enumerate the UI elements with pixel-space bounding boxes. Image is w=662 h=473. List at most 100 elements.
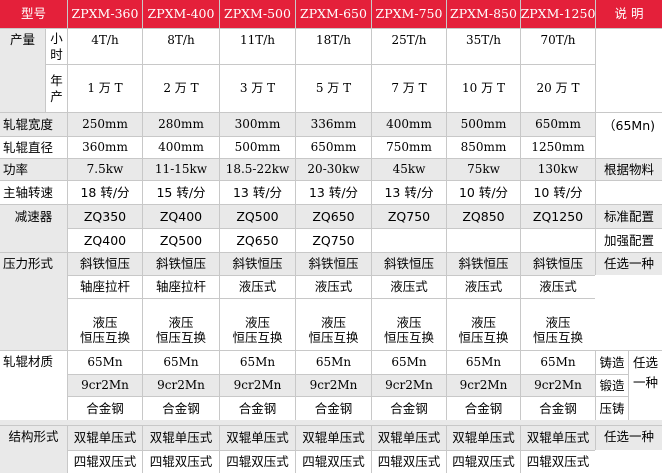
pressure-row3-cell-line: 液压 — [320, 314, 346, 330]
roll-material-row2-cell: 9cr2Mn — [295, 374, 371, 396]
capacity-hourly-cell-text: 25T/h — [391, 33, 427, 47]
capacity-hourly-cell-text: 18T/h — [315, 33, 352, 47]
roll-diameter-cell-text: 500mm — [234, 140, 281, 154]
pressure-row2-cell-text: 轴座拉杆 — [155, 279, 206, 295]
reducer-enhanced-cell: ZQ650 — [219, 228, 295, 252]
structure-row2-cell-text: 四辊双压式 — [73, 454, 137, 470]
capacity-hourly-cell: 11T/h — [219, 28, 295, 64]
row-label-power: 功率 — [0, 158, 67, 180]
row-label-roll-width-text: 轧辊宽度 — [3, 116, 54, 132]
capacity-yearly-cell: 2 万 T — [142, 64, 219, 112]
power-cell: 18.5-22kw — [219, 158, 295, 180]
structure-row2-cell: 四辊双压式 — [142, 450, 219, 473]
pressure-row3-cell-line: 液压 — [92, 314, 118, 330]
structure-row1-cell-text: 双辊单压式 — [302, 430, 365, 446]
reducer-standard-cell-text: ZQ650 — [312, 208, 355, 224]
roll-material-row1-cell-text: 65Mn — [239, 355, 276, 369]
capacity-hour-label-line: 时 — [50, 46, 63, 62]
capacity-yearly-cell: 7 万 T — [371, 64, 446, 112]
reducer-enhanced-note-text: 加强配置 — [603, 232, 654, 248]
pressure-row3-cell-line: 液压 — [396, 314, 422, 330]
roll-width-cell: 336mm — [295, 112, 371, 136]
header-model: ZPXM-500 — [219, 0, 295, 28]
structure-row1-cell-text: 双辊单压式 — [377, 430, 441, 446]
header-model-text: ZPXM-650 — [300, 6, 367, 22]
roll-diameter-cell: 500mm — [219, 136, 295, 158]
capacity-yearly-cell: 1 万 T — [67, 64, 142, 112]
pressure-row1-cell: 斜铁恒压 — [446, 252, 520, 275]
roll-diameter-cell: 750mm — [371, 136, 446, 158]
pressure-row2-cell-text: 液压式 — [539, 279, 577, 295]
pressure-row2-cell: 液压式 — [520, 275, 595, 298]
roll-width-note-text: （65Mn) — [603, 118, 655, 133]
roll-material-row1-cell: 65Mn — [371, 350, 446, 374]
pressure-row2-cell-text: 液压式 — [390, 279, 428, 295]
pressure-row2-cell-text: 液压式 — [314, 279, 353, 295]
capacity-yearly-cell-text: 1 万 T — [87, 81, 123, 95]
roll-material-row3-cell-text: 合金钢 — [464, 400, 503, 416]
row-label-structure: 结构形式 — [0, 425, 67, 473]
pressure-row2-cell-text: 液压式 — [464, 279, 503, 295]
structure-row2-cell: 四辊双压式 — [371, 450, 446, 473]
pressure-row3-cell-line: 恒压互换 — [308, 330, 359, 346]
capacity-hourly-cell-text: 4T/h — [91, 33, 119, 47]
header-model: ZPXM-1250 — [520, 0, 595, 28]
pressure-row1-cell-text: 斜铁恒压 — [532, 256, 583, 272]
roll-material-row2-cell-text: 9cr2Mn — [459, 378, 508, 392]
roll-diameter-cell-text: 360mm — [82, 140, 128, 154]
power-note-text: 根据物料 — [603, 161, 654, 177]
row-label-pressure-text: 压力形式 — [3, 256, 54, 271]
roll-material-row1-cell-text: 65Mn — [391, 355, 427, 369]
pressure-note-text: 任选一种 — [603, 256, 654, 271]
structure-row1-cell-text: 双辊单压式 — [226, 430, 289, 446]
pressure-row3-cell-line: 恒压互换 — [458, 330, 509, 346]
spindle-speed-cell: 13 转/分 — [295, 180, 371, 204]
spindle-speed-cell-text: 15 转/分 — [156, 184, 206, 200]
pressure-row3-cell-line: 恒压互换 — [383, 330, 434, 346]
roll-material-process-2-text: 锻造 — [599, 377, 625, 393]
capacity-hourly-cell-text: 8T/h — [167, 33, 195, 47]
roll-material-row3-cell-text: 合金钢 — [314, 400, 353, 416]
pressure-row1-cell-text: 斜铁恒压 — [79, 256, 130, 272]
pressure-row2-cell: 液压式 — [371, 275, 446, 298]
capacity-year-label-line: 年 — [50, 72, 63, 88]
spindle-speed-cell: 10 转/分 — [520, 180, 595, 204]
roll-material-process-1: 铸造 — [595, 350, 628, 374]
capacity-hourly-cell: 18T/h — [295, 28, 371, 64]
roll-material-process-2: 锻造 — [595, 374, 628, 396]
structure-row2-cell: 四辊双压式 — [520, 450, 595, 473]
pressure-row1-cell: 斜铁恒压 — [219, 252, 295, 275]
power-cell-text: 7.5kw — [86, 162, 124, 176]
roll-diameter-cell-text: 750mm — [386, 140, 432, 154]
pressure-row3-cell: 液压 恒压互换 — [446, 298, 520, 350]
roll-diameter-cell-text: 650mm — [310, 140, 357, 154]
reducer-enhanced-cell-text: ZQ500 — [159, 232, 203, 248]
reducer-enhanced-cell — [520, 228, 595, 252]
roll-width-cell: 300mm — [219, 112, 295, 136]
roll-material-row1-cell: 65Mn — [142, 350, 219, 374]
structure-row2-cell-text: 四辊双压式 — [302, 454, 365, 470]
power-cell: 7.5kw — [67, 158, 142, 180]
row-label-power-text: 功率 — [3, 161, 29, 177]
capacity-note-empty — [595, 28, 662, 112]
row-label-capacity-text: 产量 — [9, 32, 35, 47]
structure-row2-cell: 四辊双压式 — [67, 450, 142, 473]
structure-row2-cell-text: 四辊双压式 — [452, 454, 515, 470]
roll-material-row2-cell-text: 9cr2Mn — [534, 378, 582, 392]
spindle-speed-cell: 13 转/分 — [219, 180, 295, 204]
capacity-yearly-cell-text: 5 万 T — [315, 81, 352, 95]
spindle-speed-note-empty — [595, 180, 662, 204]
structure-row1-cell: 双辊单压式 — [520, 425, 595, 450]
power-cell: 20-30kw — [295, 158, 371, 180]
roll-material-row2-cell-text: 9cr2Mn — [233, 378, 282, 392]
structure-row1-cell-text: 双辊单压式 — [149, 430, 213, 446]
header-model: ZPXM-650 — [295, 0, 371, 28]
spindle-speed-cell-text: 10 转/分 — [533, 184, 583, 200]
roll-material-row3-cell-text: 合金钢 — [162, 400, 200, 416]
capacity-hour-label-line: 小 — [50, 30, 63, 46]
roll-material-row3-cell: 合金钢 — [219, 396, 295, 420]
row-label-roll-material-text: 轧辊材质 — [3, 354, 54, 369]
row-label-reducer-text: 减速器 — [14, 209, 53, 224]
structure-note-blank — [595, 450, 662, 473]
